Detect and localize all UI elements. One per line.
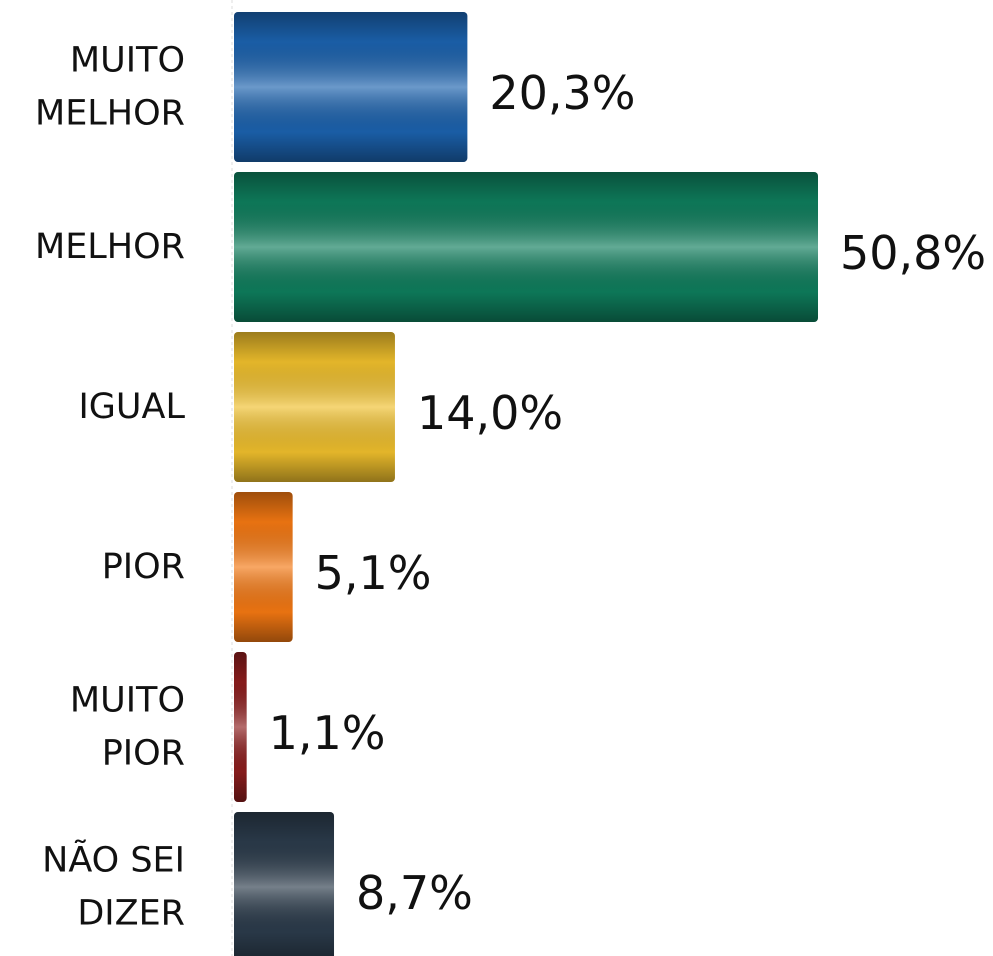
value-label: 20,3% xyxy=(489,66,636,120)
category-label: NÃO SEI DIZER xyxy=(42,840,185,934)
value-label: 1,1% xyxy=(268,706,386,760)
bar-highlight xyxy=(234,332,395,482)
value-label: 14,0% xyxy=(416,386,564,440)
bar-highlight xyxy=(234,12,468,162)
bar-highlight xyxy=(234,492,293,642)
value-label: 8,7% xyxy=(356,866,473,920)
category-label: MELHOR xyxy=(35,226,185,267)
category-label: IGUAL xyxy=(78,386,185,427)
bar-highlight xyxy=(234,172,818,322)
category-label: PIOR xyxy=(101,546,185,587)
bar-highlight xyxy=(234,652,247,802)
value-label: 5,1% xyxy=(314,546,432,600)
value-label: 50,8% xyxy=(840,226,987,280)
category-label: MUITO PIOR xyxy=(69,680,185,774)
bar-highlight xyxy=(234,812,335,956)
category-label: MUITO MELHOR xyxy=(35,40,185,134)
